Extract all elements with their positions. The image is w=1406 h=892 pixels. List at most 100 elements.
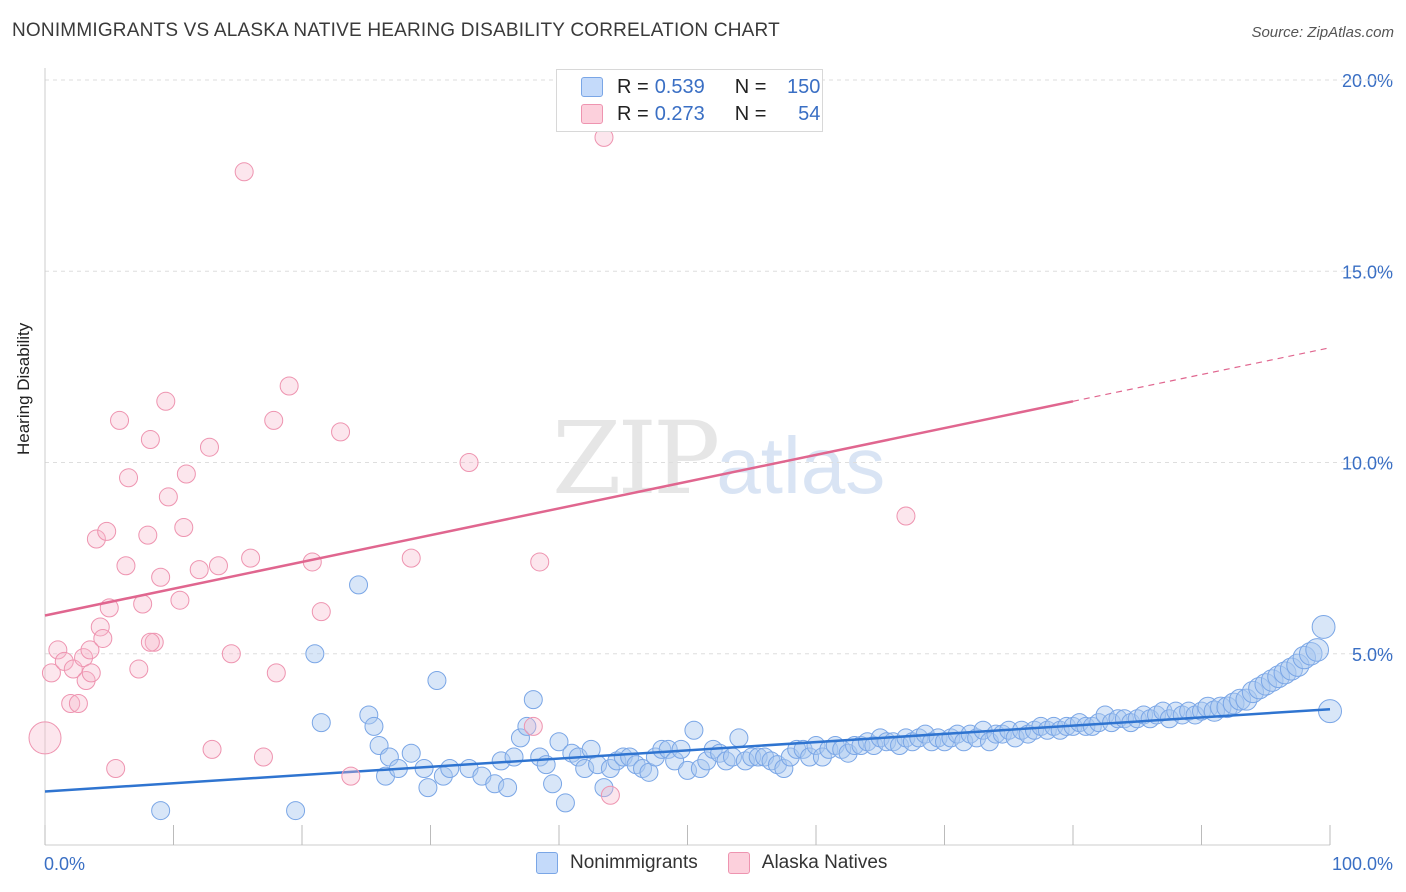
alaska-natives-point [234, 162, 254, 182]
y-tick-label: 15.0% [1342, 262, 1393, 282]
alaska-natives-point [86, 529, 106, 549]
nonimmigrants-point [652, 739, 672, 759]
alaska-natives-point [221, 644, 241, 664]
alaska-natives-point [110, 410, 130, 430]
n-label: N = [734, 75, 767, 98]
nonimmigrants-point [1292, 645, 1317, 670]
nonimmigrants-point [1254, 673, 1277, 696]
n-value: 54 [798, 102, 821, 125]
nonimmigrants-point [485, 774, 505, 794]
nonimmigrants-point [1311, 615, 1336, 639]
nonimmigrants-point [549, 732, 569, 752]
nonimmigrants-point [1318, 699, 1342, 724]
nonimmigrants-point [774, 759, 794, 778]
stats-row-nonimmigrants: R = 0.539 N = 150 [581, 75, 820, 99]
nonimmigrants-point [575, 759, 595, 778]
alaska-natives-point [241, 548, 261, 568]
alaska-natives-point [140, 632, 160, 652]
stats-box: R = 0.539 N = 150 R = 0.273 N = 54 [556, 69, 823, 132]
alaska-natives-point [90, 617, 110, 637]
alaska-natives-point [199, 437, 219, 457]
alaska-natives-swatch [581, 104, 603, 124]
nonimmigrants-point [543, 774, 563, 794]
nonimmigrants-swatch [536, 852, 558, 874]
legend-item-nonimmigrants[interactable]: Nonimmigrants [536, 852, 698, 874]
nonimmigrants-point [1273, 661, 1297, 685]
nonimmigrants-trendline [44, 707, 1331, 793]
nonimmigrants-point [684, 720, 704, 740]
nonimmigrants-point [1241, 680, 1265, 704]
nonimmigrants-point [748, 747, 768, 767]
n-value: 150 [787, 75, 821, 98]
alaska-natives-point [401, 548, 421, 568]
alaska-natives-point [530, 552, 550, 572]
alaska-natives-point [279, 376, 299, 396]
alaska-natives-point [189, 560, 209, 580]
alaska-natives-point [176, 464, 196, 484]
nonimmigrants-point [305, 644, 325, 664]
alaska-natives-point [74, 648, 94, 668]
legend-item-alaska-natives[interactable]: Alaska Natives [727, 852, 887, 874]
x-tick-label: 0.0% [44, 854, 85, 874]
alaska-natives-point [116, 556, 136, 576]
nonimmigrants-point [418, 778, 438, 798]
alaska-natives-point [81, 663, 101, 683]
alaska-natives-point [93, 628, 113, 648]
nonimmigrants-point [530, 747, 550, 767]
nonimmigrants-point [440, 759, 460, 778]
nonimmigrants-point [1305, 638, 1330, 662]
nonimmigrants-point [1229, 688, 1252, 711]
alaska-natives-point [174, 518, 194, 538]
nonimmigrants-point [864, 736, 884, 756]
alaska-natives-point [138, 525, 158, 545]
nonimmigrants-point [510, 728, 530, 748]
alaska-natives-point [523, 716, 543, 736]
alaska-natives-point [41, 663, 61, 683]
nonimmigrants-point [555, 793, 575, 813]
alaska-natives-point [156, 391, 176, 411]
alaska-natives-point [331, 422, 351, 442]
nonimmigrants-point [427, 671, 447, 691]
alaska-natives-point [68, 693, 88, 713]
nonimmigrants-point [1210, 696, 1232, 719]
alaska-natives-point [896, 506, 916, 526]
alaska-natives-point [266, 663, 286, 683]
alaska-natives-point [48, 640, 68, 660]
nonimmigrants-point [967, 728, 987, 748]
alaska-natives-point [140, 430, 160, 450]
n-label: N = [734, 102, 767, 125]
nonimmigrants-point [311, 713, 331, 733]
alaska-natives-point [264, 410, 284, 430]
nonimmigrants-point [1216, 696, 1238, 719]
r-value: 0.539 [654, 75, 705, 98]
alaska-natives-point [28, 721, 62, 755]
y-tick-label: 5.0% [1352, 645, 1393, 665]
r-label: R = [617, 102, 649, 125]
r-label: R = [617, 75, 649, 98]
watermark: ZIPatlas [552, 400, 885, 517]
alaska-natives-point [459, 453, 479, 472]
nonimmigrants-point [793, 739, 813, 759]
nonimmigrants-point [812, 747, 832, 767]
nonimmigrants-point [1260, 669, 1284, 692]
nonimmigrants-point [1248, 677, 1271, 700]
nonimmigrants-point [498, 778, 518, 798]
alaska-natives-point [311, 602, 331, 622]
nonimmigrants-point [517, 716, 537, 736]
nonimmigrants-swatch [581, 77, 603, 97]
nonimmigrants-point [504, 747, 524, 767]
nonimmigrants-point [729, 728, 749, 748]
alaska-natives-point [170, 590, 190, 610]
alaska-natives-point [202, 739, 222, 759]
alaska-natives-point [158, 487, 178, 507]
y-tick-label: 20.0% [1342, 71, 1393, 91]
stats-row-alaska-natives: R = 0.273 N = 54 [581, 102, 820, 126]
source-label: Source: ZipAtlas.com [1251, 24, 1394, 41]
legend-label: Nonimmigrants [570, 852, 698, 873]
x-tick-label: 100.0% [1332, 854, 1393, 874]
watermark-atlas: atlas [716, 421, 886, 510]
nonimmigrants-point [523, 690, 543, 710]
nonimmigrants-point [349, 575, 369, 595]
alaska-natives-point [600, 785, 620, 805]
